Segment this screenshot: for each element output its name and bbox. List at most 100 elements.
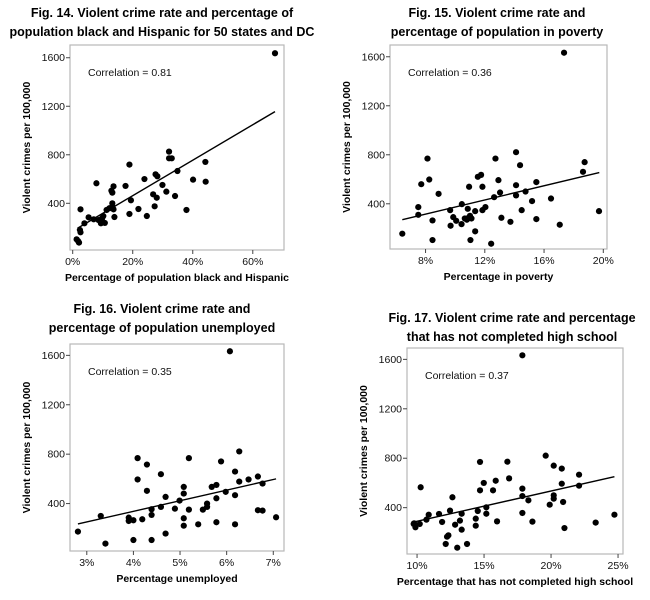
data-point	[581, 159, 588, 166]
data-point	[456, 517, 464, 524]
data-point	[479, 183, 486, 190]
data-point	[134, 476, 141, 483]
data-point	[180, 515, 187, 522]
data-point	[424, 155, 431, 162]
data-point	[575, 471, 583, 478]
y-tick-label: 800	[384, 453, 402, 465]
y-tick-label: 1600	[379, 354, 403, 366]
y-tick-label: 400	[367, 198, 385, 210]
data-point	[81, 220, 88, 227]
data-point	[217, 458, 225, 465]
data-point	[463, 216, 470, 223]
data-point	[476, 458, 484, 466]
data-point	[426, 176, 433, 183]
data-point	[522, 188, 529, 195]
data-point	[442, 540, 449, 548]
data-point	[157, 471, 165, 478]
data-point	[95, 216, 102, 224]
data-point	[77, 206, 84, 213]
data-point	[529, 518, 536, 525]
data-point	[245, 476, 252, 483]
y-axis-label: Violent crimes per 100,000	[341, 81, 353, 213]
data-point	[236, 478, 243, 485]
x-tick-label: 60%	[242, 256, 263, 268]
data-point	[399, 230, 406, 237]
data-point	[512, 149, 520, 156]
data-point	[272, 514, 280, 521]
data-point	[165, 148, 173, 155]
data-point	[174, 167, 181, 175]
data-point	[418, 181, 425, 188]
data-point	[558, 465, 565, 472]
y-axis-label: Violent crimes per 100,000	[21, 81, 33, 213]
chart-title-line: Fig. 17. Violent crime rate and percenta…	[388, 311, 635, 325]
data-point	[154, 173, 161, 180]
x-tick-label: 15%	[474, 560, 495, 572]
x-tick-label: 20%	[593, 255, 614, 267]
data-point	[492, 477, 499, 484]
data-point	[507, 218, 514, 225]
data-point	[143, 212, 150, 220]
data-point	[183, 206, 190, 214]
data-point	[415, 203, 422, 211]
data-point	[445, 532, 452, 539]
chart-title-line: Fig. 15. Violent crime rate and	[409, 6, 586, 20]
x-tick-label: 0%	[65, 256, 80, 268]
x-tick-label: 40%	[182, 256, 203, 268]
data-point	[472, 208, 479, 215]
data-point	[560, 498, 567, 506]
data-point	[533, 216, 540, 223]
x-axis-label: Percentage that has not completed high s…	[397, 576, 633, 588]
data-point	[259, 480, 266, 487]
y-tick-label: 1600	[42, 52, 66, 64]
data-point	[488, 240, 495, 247]
x-tick-label: 20%	[122, 256, 143, 268]
data-point	[151, 203, 158, 210]
x-tick-label: 3%	[79, 557, 94, 569]
data-point	[77, 229, 84, 236]
data-point	[425, 511, 432, 518]
data-point	[447, 207, 454, 214]
chart-panel-fig-15: Fig. 15. Violent crime rate and percentag…	[341, 6, 614, 283]
y-axis-label: Violent crimes per 100,000	[358, 385, 370, 517]
data-point	[231, 468, 239, 475]
x-tick-label: 8%	[418, 255, 433, 267]
data-point	[162, 493, 169, 501]
data-point	[458, 510, 465, 517]
correlation-annotation: Correlation = 0.37	[425, 370, 509, 382]
data-point	[519, 509, 526, 517]
y-tick-label: 400	[47, 498, 65, 510]
chart-title-line: percentage of population in poverty	[391, 25, 604, 39]
data-point	[575, 482, 583, 489]
x-tick-label: 20%	[541, 560, 562, 572]
data-point	[171, 192, 179, 200]
data-point	[547, 195, 555, 202]
data-point	[611, 511, 618, 518]
data-point	[458, 201, 465, 208]
data-point	[477, 171, 485, 178]
data-point	[168, 155, 175, 162]
data-point	[479, 207, 486, 214]
y-tick-label: 1200	[42, 101, 66, 113]
data-point	[203, 503, 211, 511]
data-point	[97, 512, 104, 520]
y-tick-label: 800	[47, 449, 65, 461]
data-point	[560, 49, 568, 56]
y-tick-label: 400	[384, 502, 402, 514]
data-point	[122, 182, 129, 190]
data-point	[202, 158, 209, 166]
data-point	[542, 452, 549, 459]
data-point	[171, 505, 179, 512]
data-point	[519, 492, 526, 500]
correlation-annotation: Correlation = 0.81	[88, 67, 172, 79]
data-point	[489, 487, 497, 494]
data-point	[592, 519, 599, 526]
data-point	[148, 511, 155, 519]
chart-title-line: Fig. 14. Violent crime rate and percenta…	[31, 6, 294, 20]
data-point	[85, 214, 92, 221]
data-point	[141, 175, 148, 183]
data-point	[472, 522, 479, 529]
data-point	[202, 178, 209, 185]
data-point	[561, 524, 568, 532]
data-point	[125, 517, 132, 525]
